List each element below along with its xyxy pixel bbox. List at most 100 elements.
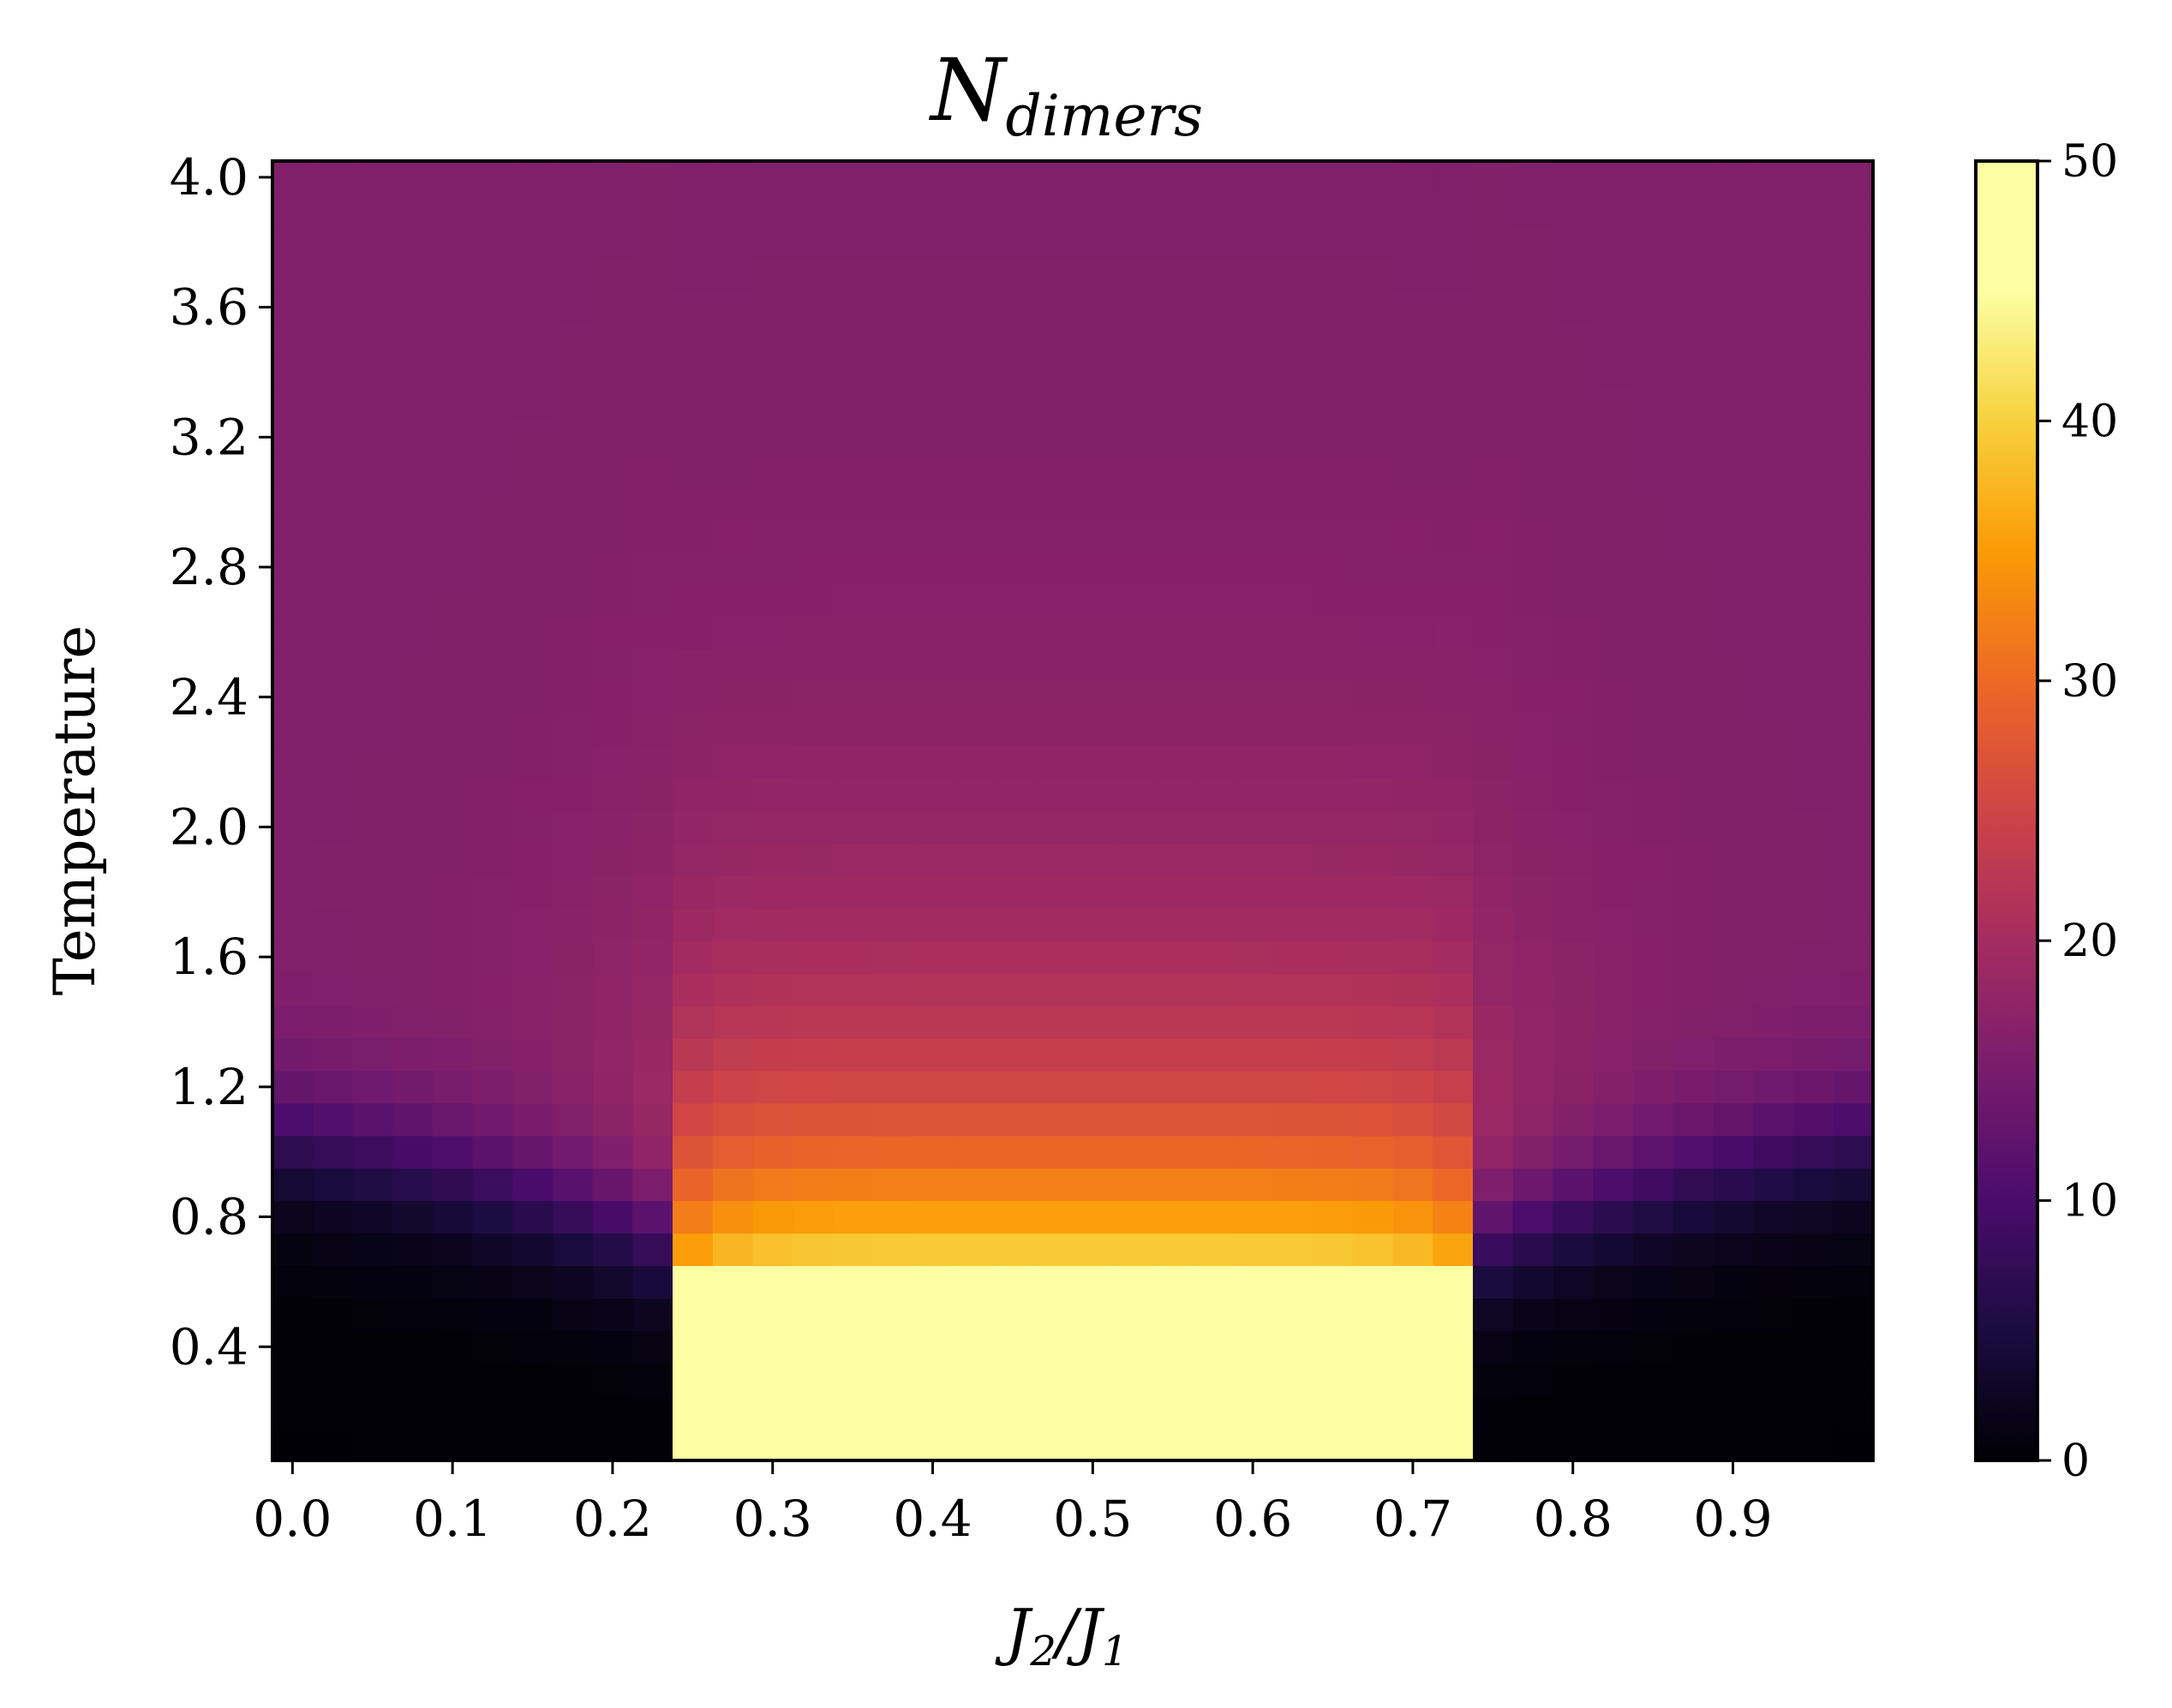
heatmap-cell (1672, 648, 1714, 682)
heatmap-cell (673, 355, 714, 390)
heatmap-cell (272, 843, 314, 876)
heatmap-cell (352, 778, 393, 812)
heatmap-cell (632, 323, 673, 357)
heatmap-cell (1232, 583, 1274, 617)
heatmap-cell (1632, 615, 1674, 649)
heatmap-cell (1833, 875, 1874, 909)
heatmap-cell (1713, 713, 1754, 747)
heatmap-cell (1632, 1233, 1674, 1267)
heatmap-cell (992, 648, 1033, 682)
heatmap-cell (632, 1265, 673, 1299)
heatmap-cell (552, 810, 594, 845)
heatmap-cell (352, 1070, 393, 1104)
heatmap-cell (673, 323, 714, 357)
heatmap-cell (1152, 1363, 1194, 1396)
heatmap-cell (1313, 1233, 1354, 1267)
heatmap-cell (1272, 1070, 1313, 1104)
y-tick-label: 3.6 (170, 278, 248, 337)
heatmap-cell (392, 1395, 434, 1429)
heatmap-cell (272, 1298, 314, 1331)
heatmap-cell (992, 583, 1033, 617)
heatmap-cell (793, 1265, 834, 1299)
heatmap-cell (592, 551, 633, 584)
heatmap-cell (1713, 1298, 1754, 1331)
heatmap-cell (1032, 1168, 1074, 1202)
heatmap-cell (1512, 1298, 1553, 1331)
heatmap-cell (1792, 1168, 1834, 1202)
heatmap-cell (872, 421, 913, 454)
heatmap-cell (552, 1395, 594, 1429)
heatmap-cell (752, 323, 793, 357)
heatmap-cell (752, 1298, 793, 1331)
heatmap-cell (352, 615, 393, 649)
heatmap-cell (1272, 648, 1313, 682)
heatmap-cell (1553, 713, 1594, 747)
heatmap-cell (552, 875, 594, 909)
heatmap-cell (1713, 810, 1754, 845)
heatmap-cell (392, 1330, 434, 1364)
heatmap-cell (472, 648, 513, 682)
heatmap-cell (272, 388, 314, 421)
heatmap-cell (312, 1200, 353, 1234)
heatmap-cell (1112, 908, 1153, 941)
heatmap-cell (1193, 875, 1234, 909)
heatmap-cell (1632, 388, 1674, 421)
heatmap-cell (952, 1298, 994, 1331)
heatmap-cell (552, 225, 594, 260)
heatmap-cell (912, 551, 954, 584)
heatmap-cell (432, 908, 474, 941)
heatmap-cell (752, 1265, 793, 1299)
heatmap-cell (1833, 778, 1874, 812)
heatmap-cell (592, 323, 633, 357)
heatmap-cell (312, 193, 353, 227)
heatmap-cell (1232, 1135, 1274, 1169)
heatmap-cell (832, 745, 874, 779)
heatmap-cell (472, 258, 513, 292)
heatmap-cell (1672, 290, 1714, 325)
heatmap-cell (1193, 453, 1234, 487)
heatmap-cell (1352, 1363, 1394, 1396)
heatmap-cell (1632, 1298, 1674, 1331)
heatmap-cell (673, 1330, 714, 1364)
heatmap-cell (1752, 421, 1794, 454)
heatmap-cell (512, 421, 553, 454)
heatmap-cell (1593, 1428, 1634, 1461)
heatmap-cell (992, 908, 1033, 941)
heatmap-cell (1792, 1265, 1834, 1299)
heatmap-cell (592, 453, 633, 487)
heatmap-cell (1152, 810, 1194, 845)
heatmap-cell (1073, 973, 1114, 1006)
heatmap-cell (1392, 323, 1433, 357)
heatmap-cell (1193, 713, 1234, 747)
heatmap-cell (673, 161, 714, 194)
heatmap-cell (312, 323, 353, 357)
heatmap-cell (1152, 290, 1194, 325)
heatmap-cell (1473, 843, 1514, 876)
heatmap-cell (1352, 453, 1394, 487)
heatmap-cell (552, 583, 594, 617)
heatmap-cell (712, 680, 753, 714)
heatmap-cell (312, 778, 353, 812)
heatmap-cell (992, 615, 1033, 649)
heatmap-cell (992, 290, 1033, 325)
heatmap-cell (712, 713, 753, 747)
heatmap-cell (1473, 1168, 1514, 1202)
heatmap-cell (352, 810, 393, 845)
heatmap-cell (673, 908, 714, 941)
heatmap-cell (472, 1037, 513, 1072)
heatmap-cell (992, 388, 1033, 421)
heatmap-cell (1473, 680, 1514, 714)
heatmap-cell (552, 388, 594, 421)
heatmap-cell (1752, 778, 1794, 812)
heatmap-cell (1553, 680, 1594, 714)
heatmap-cell (1073, 1200, 1114, 1234)
heatmap-cell (632, 290, 673, 325)
heatmap-cell (1473, 1070, 1514, 1104)
heatmap-cell (592, 778, 633, 812)
heatmap-cell (1672, 1200, 1714, 1234)
heatmap-cell (1632, 453, 1674, 487)
heatmap-cell (673, 518, 714, 552)
colorbar-tick-label: 0 (2061, 1436, 2090, 1487)
heatmap-cell (712, 1037, 753, 1072)
heatmap-cell (1112, 388, 1153, 421)
